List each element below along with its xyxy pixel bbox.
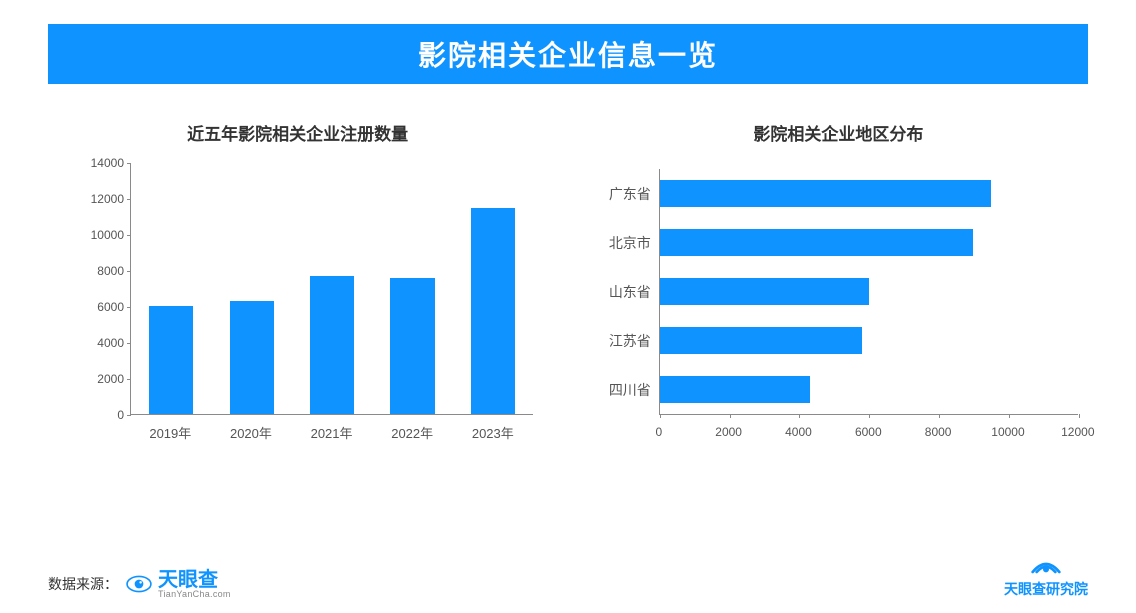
vbar-ylabel: 2000 [86, 372, 124, 386]
footer: 数据来源： 天眼查 TianYanCha.com 天眼查研究院 [48, 551, 1088, 599]
vbar-xlabel: 2020年 [211, 419, 292, 443]
page-root: 影院相关企业信息一览 近五年影院相关企业注册数量 0 2000 4000 6000 80… [0, 0, 1136, 613]
right-chart-plot [659, 169, 1078, 415]
hbar-xlabel: 8000 [925, 425, 952, 439]
vbar-xlabel: 2021年 [291, 419, 372, 443]
vbar-ylabel: 10000 [86, 228, 124, 242]
vbar-ylabel: 12000 [86, 192, 124, 206]
hbar-ylabel: 广东省 [599, 184, 655, 204]
hbar-ylabel: 北京市 [599, 233, 655, 253]
vbar-ylabel: 6000 [86, 300, 124, 314]
institute-icon [1030, 551, 1062, 577]
right-chart: 广东省北京市山东省江苏省四川省 020004000600080001000012… [599, 163, 1078, 443]
eye-icon [126, 571, 152, 597]
data-source: 数据来源： 天眼查 TianYanCha.com [48, 570, 231, 599]
hbar [660, 229, 974, 256]
hbar [660, 278, 869, 305]
hbar [660, 180, 991, 207]
charts-row: 近五年影院相关企业注册数量 0 2000 4000 6000 8000 10000 1200… [48, 120, 1088, 443]
hbar-xlabel: 12000 [1061, 425, 1094, 439]
vbar [149, 306, 193, 414]
vbar-ylabel: 14000 [86, 156, 124, 170]
source-label: 数据来源： [48, 574, 118, 594]
institute-logo: 天眼查研究院 [1004, 551, 1088, 599]
vbar-ylabel: 0 [86, 408, 124, 422]
vbar-xlabel: 2023年 [453, 419, 534, 443]
institute-name: 天眼查研究院 [1004, 579, 1088, 599]
hbar-xlabel: 10000 [991, 425, 1024, 439]
vbar [310, 276, 354, 414]
tianyancha-logo: 天眼查 TianYanCha.com [126, 570, 231, 599]
tianyancha-name-en: TianYanCha.com [158, 590, 231, 599]
vbar [230, 301, 274, 414]
vbar [471, 208, 515, 414]
vbar-ylabel: 4000 [86, 336, 124, 350]
hbar [660, 376, 810, 403]
hbar-ylabel: 四川省 [599, 380, 655, 400]
hbar-xlabel: 0 [655, 425, 662, 439]
vbar-xlabel: 2019年 [130, 419, 211, 443]
left-chart-panel: 近五年影院相关企业注册数量 0 2000 4000 6000 8000 10000 1200… [48, 120, 547, 443]
left-chart: 02000400060008000100001200014000 2019年20… [86, 163, 533, 443]
vbar-xlabel: 2022年 [372, 419, 453, 443]
left-chart-title: 近五年影院相关企业注册数量 [48, 120, 547, 145]
vbar [390, 278, 434, 414]
right-chart-title: 影院相关企业地区分布 [589, 120, 1088, 145]
vbar-ylabel: 8000 [86, 264, 124, 278]
hbar-ylabel: 江苏省 [599, 331, 655, 351]
hbar-ylabel: 山东省 [599, 282, 655, 302]
right-chart-panel: 影院相关企业地区分布 广东省北京市山东省江苏省四川省 0 2000 4000 6000… [589, 120, 1088, 443]
hbar-xlabel: 4000 [785, 425, 812, 439]
hbar-xlabel: 6000 [855, 425, 882, 439]
hbar-xlabel: 2000 [715, 425, 742, 439]
page-title: 影院相关企业信息一览 [48, 24, 1088, 84]
tianyancha-name-cn: 天眼查 [158, 570, 231, 590]
left-chart-plot [130, 163, 533, 415]
hbar [660, 327, 862, 354]
